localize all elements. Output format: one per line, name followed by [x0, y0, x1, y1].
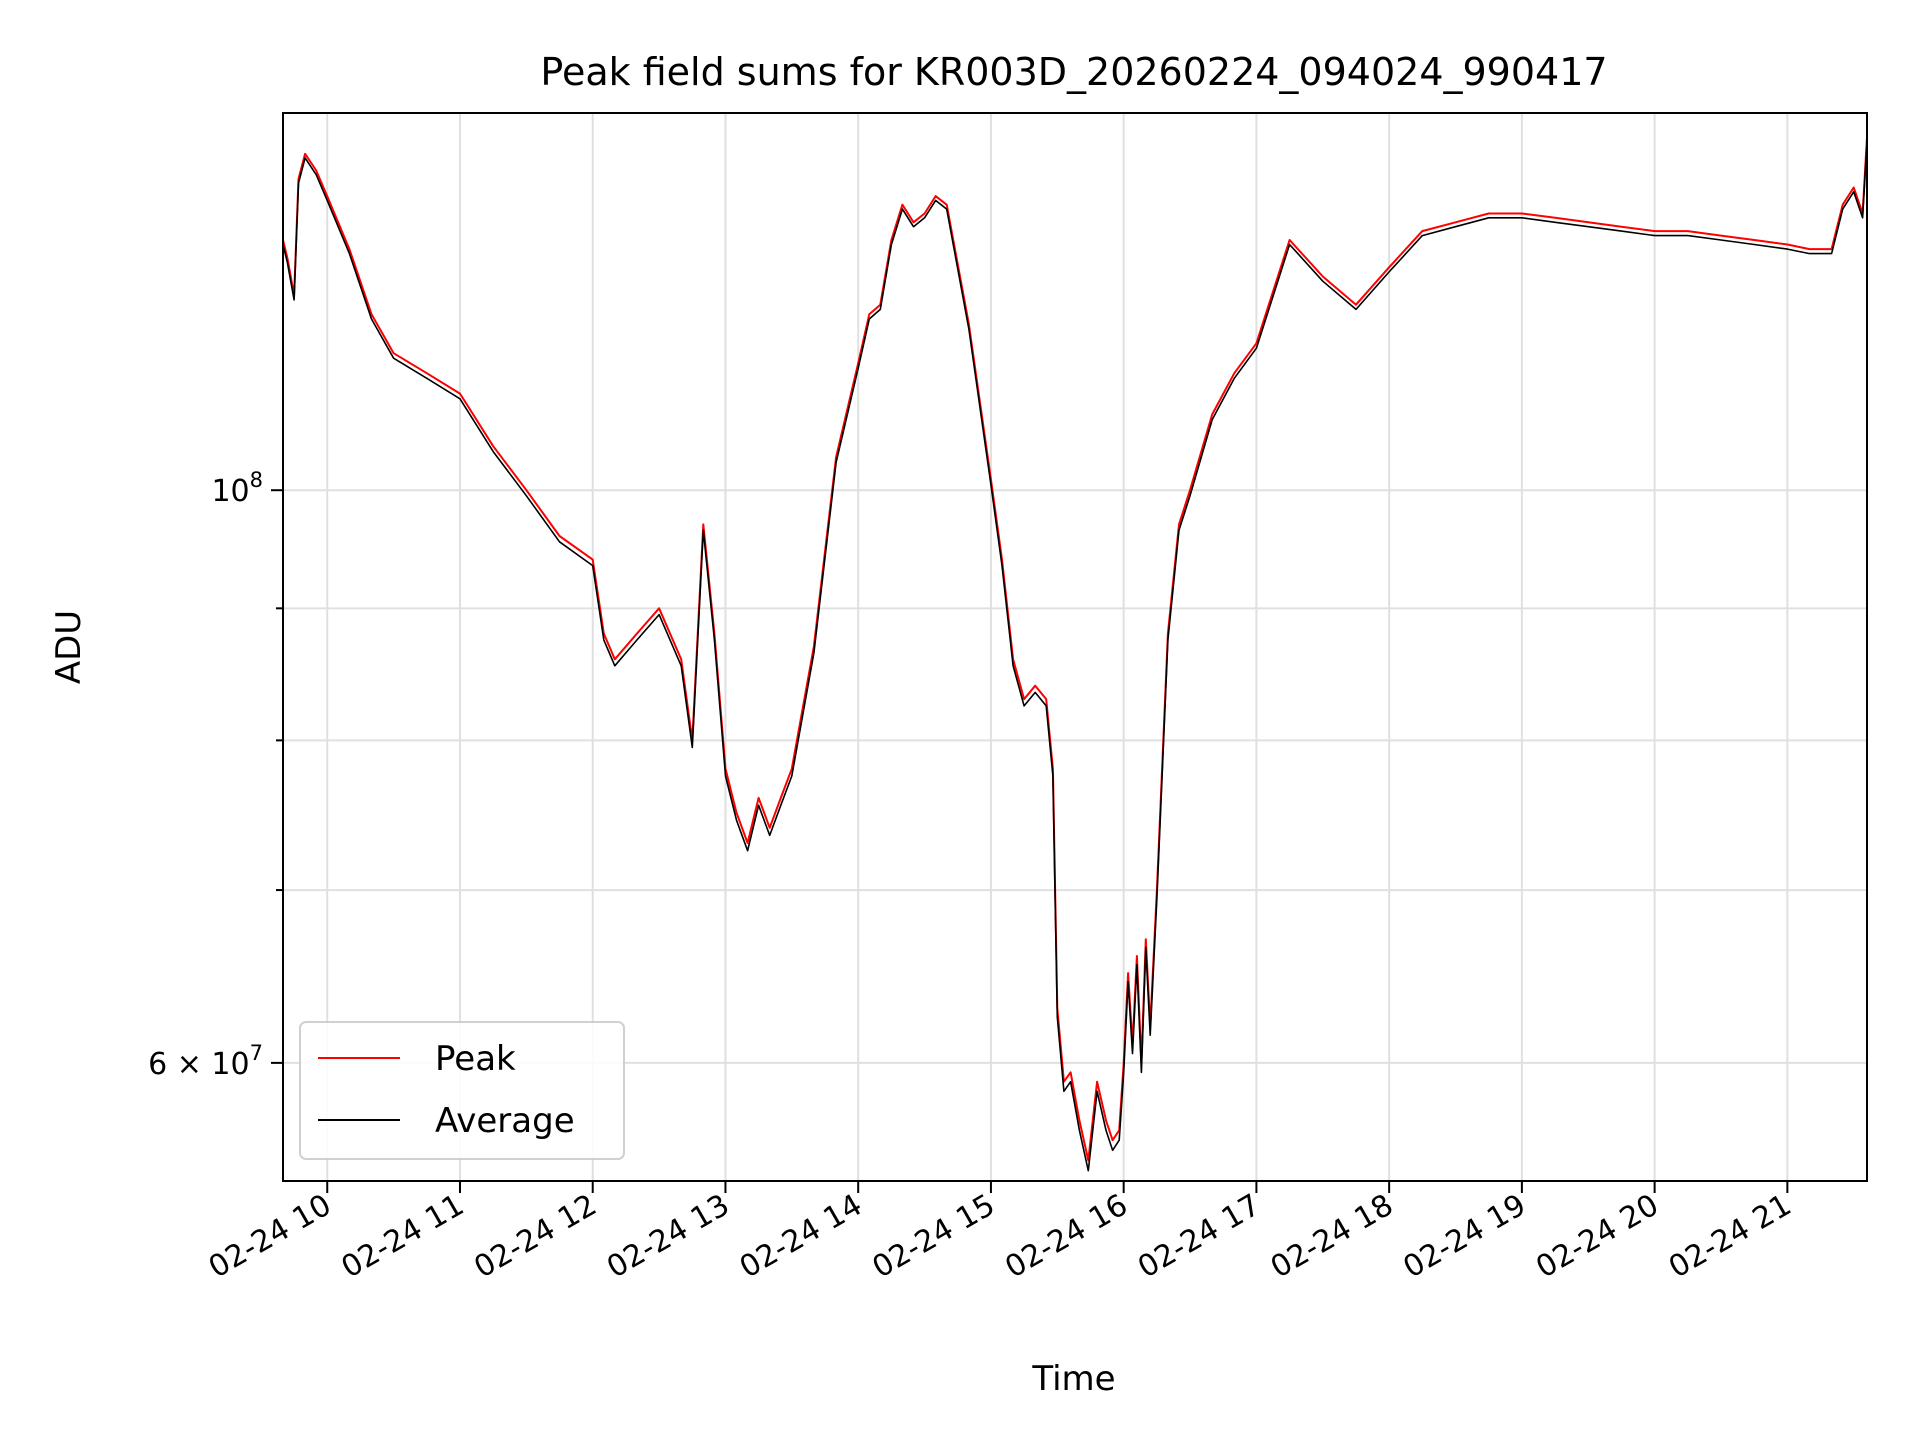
legend-box — [299, 1021, 625, 1160]
y-axis: 108 6 × 107 — [148, 468, 283, 1082]
y-tick-label: 108 — [211, 468, 263, 509]
series-layer — [282, 137, 1868, 1172]
chart-title: Peak field sums for KR003D_20260224_0940… — [540, 50, 1607, 94]
plot-frame — [282, 112, 1868, 1182]
x-axis-label: Time — [1031, 1359, 1115, 1399]
series-peak-line — [282, 137, 1868, 1162]
y-tick-label-exponent: 7 — [250, 1041, 263, 1065]
y-tick-label-base: 6 × 10 — [148, 1047, 249, 1082]
y-axis-label: ADU — [49, 610, 89, 684]
legend-peak-label: Peak — [435, 1039, 516, 1079]
series-average-line — [282, 141, 1868, 1172]
y-tick-label-base: 10 — [211, 474, 249, 509]
y-tick-label-exponent: 8 — [250, 468, 263, 492]
grid-layer — [283, 113, 1867, 1181]
legend: Peak Average — [299, 1021, 625, 1160]
legend-average-label: Average — [435, 1101, 575, 1141]
y-tick-label: 6 × 107 — [148, 1041, 263, 1082]
